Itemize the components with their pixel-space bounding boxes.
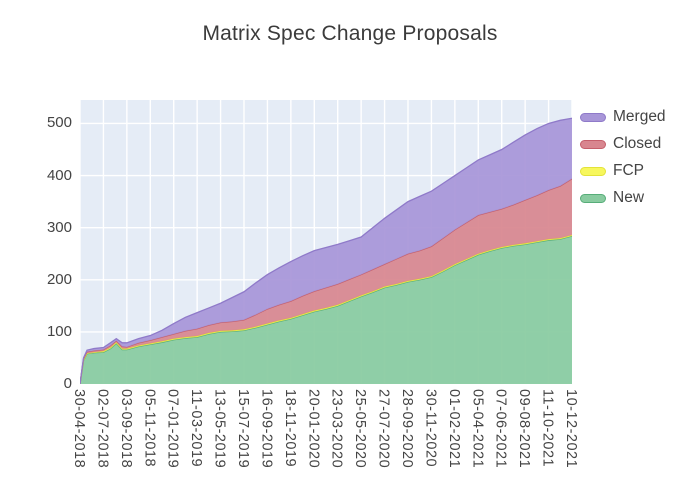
x-tick-label: 11-03-2019 <box>188 389 205 468</box>
legend-item-merged[interactable]: Merged <box>580 106 666 128</box>
x-tick-label: 05-11-2018 <box>141 389 158 468</box>
y-tick-label: 500 <box>46 114 72 132</box>
x-tick-label: 01-02-2021 <box>445 389 462 469</box>
x-tick-label: 15-07-2019 <box>235 389 251 469</box>
x-tick-label: 07-01-2019 <box>164 389 181 469</box>
legend-label: New <box>613 189 645 206</box>
legend-label: Closed <box>613 135 662 152</box>
legend-swatch-closed <box>580 139 606 149</box>
y-tick-label: 300 <box>46 218 72 236</box>
x-tick-label: 16-09-2019 <box>258 389 275 469</box>
x-tick-label: 02-07-2018 <box>94 389 111 469</box>
chart-title: Matrix Spec Change Proposals <box>202 22 498 45</box>
area-new <box>80 236 572 384</box>
x-tick-label: 11-10-2021 <box>539 389 556 468</box>
x-tick-label: 13-05-2019 <box>211 389 228 469</box>
legend-swatch-merged <box>580 112 606 122</box>
x-tick-label: 18-11-2019 <box>281 389 298 468</box>
y-tick-label: 100 <box>46 322 72 340</box>
y-tick-label: 400 <box>46 166 72 184</box>
legend-item-closed[interactable]: Closed <box>580 133 666 155</box>
legend-swatch-fcp <box>580 166 606 176</box>
legend-label: FCP <box>613 162 644 179</box>
x-tick-label: 27-07-2020 <box>375 389 392 469</box>
x-tick-label: 09-08-2021 <box>516 389 533 469</box>
x-tick-label: 30-11-2020 <box>422 389 439 468</box>
y-tick-label: 200 <box>46 270 72 288</box>
x-tick-label: 05-04-2021 <box>469 389 486 469</box>
x-tick-label: 10-12-2021 <box>563 389 579 469</box>
area-closed <box>80 178 572 384</box>
area-merged <box>80 118 572 384</box>
legend-swatch-new <box>580 193 606 203</box>
x-tick-label: 03-09-2018 <box>117 389 134 469</box>
legend-item-new[interactable]: New <box>580 187 666 209</box>
x-tick-label: 07-06-2021 <box>492 389 509 469</box>
x-tick-label: 20-01-2020 <box>305 389 322 469</box>
x-tick-label: 25-05-2020 <box>352 389 369 469</box>
legend: Merged Closed FCP New <box>580 106 666 209</box>
x-tick-label: 30-04-2018 <box>71 389 87 469</box>
y-tick-label: 0 <box>63 375 72 392</box>
x-tick-label: 23-03-2020 <box>328 389 345 469</box>
x-tick-label: 28-09-2020 <box>399 389 415 469</box>
stacked-area-canvas <box>80 100 572 384</box>
line-merged <box>80 117 572 384</box>
plot-area[interactable] <box>80 100 572 384</box>
legend-item-fcp[interactable]: FCP <box>580 160 666 182</box>
legend-label: Merged <box>613 108 666 125</box>
